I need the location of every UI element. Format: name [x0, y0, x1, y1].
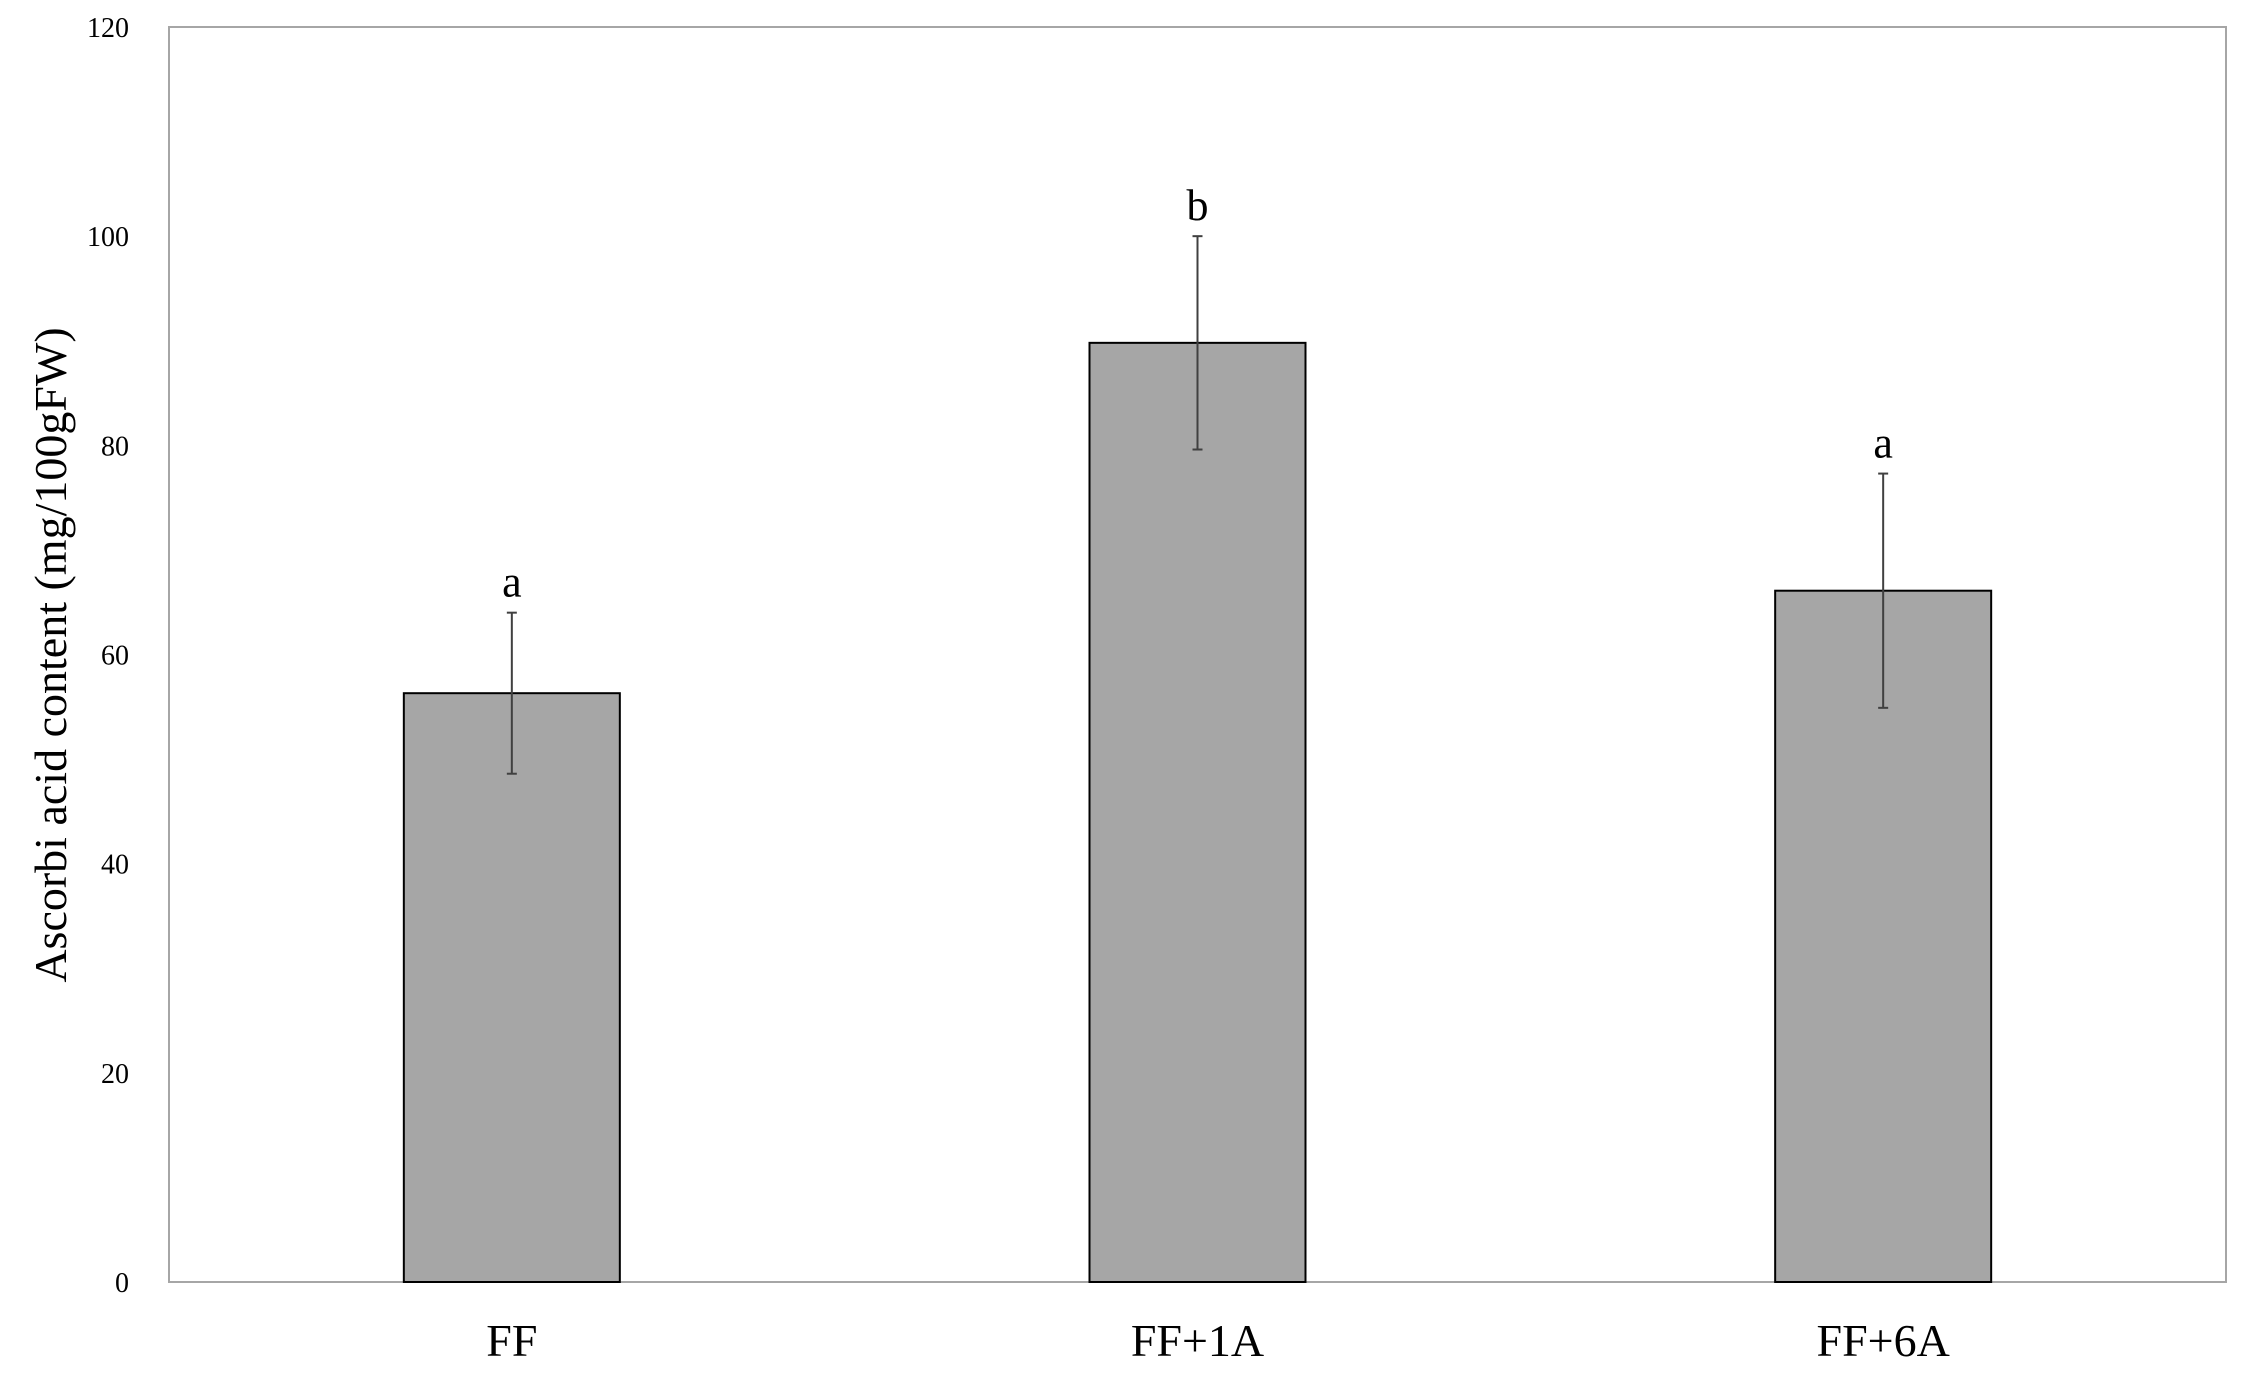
x-axis-labels: FF FF+1A FF+6A	[486, 1315, 1950, 1366]
error-bars	[506, 235, 1889, 775]
error-bar-0	[506, 611, 517, 775]
error-bar-2	[1878, 472, 1889, 709]
y-tick-label: 40	[101, 850, 129, 881]
bars	[402, 341, 1993, 1283]
significance-letter: a	[502, 558, 522, 607]
x-category-label: FF+1A	[1131, 1315, 1264, 1366]
y-axis-ticks: 0 20 40 60 80 100 120	[87, 13, 129, 1299]
x-category-label: FF	[486, 1315, 537, 1366]
significance-letters: a b a	[502, 181, 1893, 607]
y-axis-title: Ascorbi acid content (mg/100gFW)	[25, 327, 76, 982]
y-tick-label: 20	[101, 1059, 129, 1090]
bar-0	[402, 692, 621, 1283]
y-tick-label: 0	[115, 1268, 129, 1299]
bar-1	[1088, 341, 1307, 1283]
x-category-label: FF+6A	[1817, 1315, 1950, 1366]
y-tick-label: 100	[87, 222, 129, 253]
error-bar-1	[1192, 235, 1203, 451]
significance-letter: a	[1873, 419, 1893, 468]
significance-letter: b	[1187, 181, 1209, 230]
y-tick-label: 120	[87, 13, 129, 44]
y-tick-label: 60	[101, 641, 129, 672]
y-tick-label: 80	[101, 431, 129, 462]
